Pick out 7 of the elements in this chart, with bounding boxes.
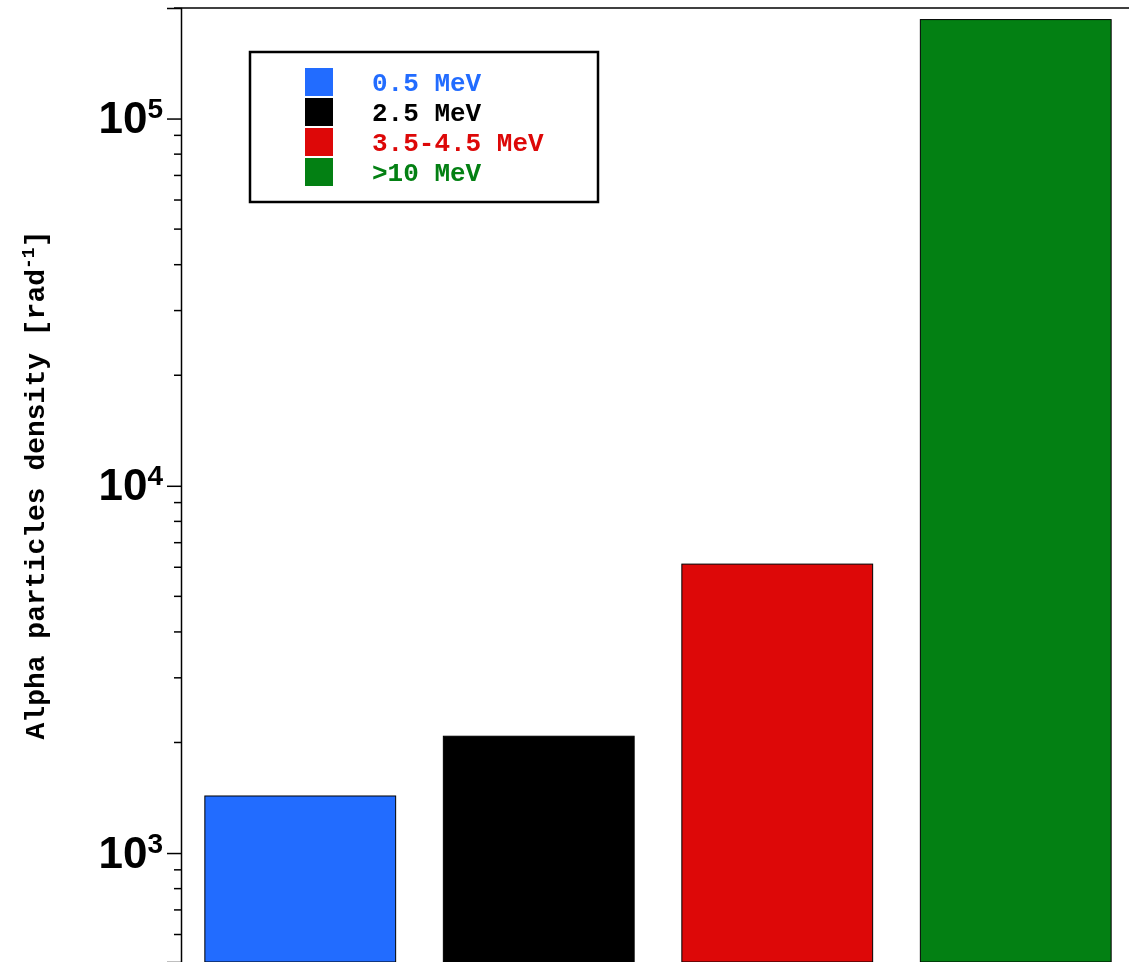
y-tick-label: 10$^{3}$ (98, 827, 163, 877)
y-tick-label: 10$^{4}$ (98, 459, 164, 510)
y-tick-label: 10$^{5}$ (98, 92, 163, 143)
legend-label: >10 MeV (372, 159, 482, 190)
legend-label: 0.5 MeV (372, 69, 482, 100)
legend-label: 2.5 MeV (372, 99, 482, 130)
legend-label: 3.5-4.5 MeV (372, 129, 545, 160)
